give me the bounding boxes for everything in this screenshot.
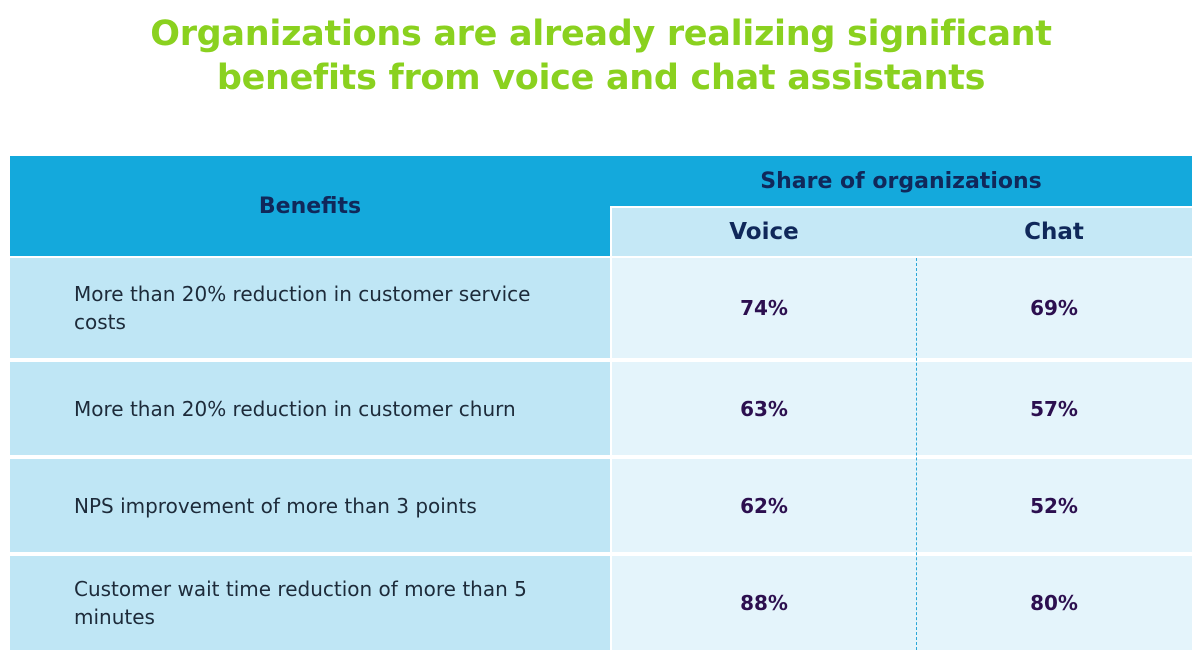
- page-title: Organizations are already realizing sign…: [0, 12, 1202, 100]
- table-row: More than 20% reduction in customer serv…: [10, 258, 1192, 358]
- table-row: NPS improvement of more than 3 points 62…: [10, 459, 1192, 552]
- table-row: Customer wait time reduction of more tha…: [10, 556, 1192, 650]
- table-row: More than 20% reduction in customer chur…: [10, 362, 1192, 455]
- chat-value: 80%: [916, 556, 1192, 650]
- benefit-label: NPS improvement of more than 3 points: [10, 459, 610, 552]
- chat-value: 57%: [916, 362, 1192, 455]
- header-chat: Chat: [916, 208, 1192, 256]
- column-divider: [916, 258, 917, 650]
- header-voice: Voice: [612, 208, 916, 256]
- header-share-of-organizations: Share of organizations: [610, 156, 1192, 206]
- voice-value: 74%: [612, 258, 916, 358]
- voice-value: 63%: [612, 362, 916, 455]
- benefit-label: More than 20% reduction in customer serv…: [10, 258, 610, 358]
- title-line-1: Organizations are already realizing sign…: [150, 14, 1052, 54]
- voice-value: 62%: [612, 459, 916, 552]
- benefit-label: More than 20% reduction in customer chur…: [10, 362, 610, 455]
- benefit-label: Customer wait time reduction of more tha…: [10, 556, 610, 650]
- voice-value: 88%: [612, 556, 916, 650]
- header-benefits: Benefits: [10, 156, 610, 256]
- chat-value: 69%: [916, 258, 1192, 358]
- chat-value: 52%: [916, 459, 1192, 552]
- benefits-table: Benefits Share of organizations Voice Ch…: [10, 156, 1192, 650]
- title-line-2: benefits from voice and chat assistants: [216, 58, 986, 98]
